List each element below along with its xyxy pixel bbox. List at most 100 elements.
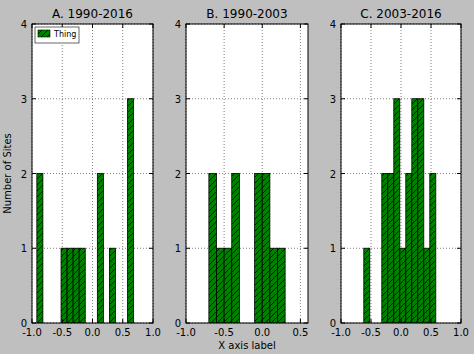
x-tick <box>300 319 301 323</box>
y-tick <box>304 98 308 99</box>
histogram-bar <box>67 248 73 323</box>
panel: -1.0-0.50.00.501234B. 1990-2003X axis la… <box>175 7 309 351</box>
histogram-bar <box>262 174 270 324</box>
y-tick-label: 0 <box>330 318 336 329</box>
plot-frame <box>341 24 461 323</box>
chart-title: C. 2003-2016 <box>360 7 441 21</box>
y-tick-label: 1 <box>330 243 336 254</box>
chart-title: B. 1990-2003 <box>206 7 287 21</box>
x-tick <box>92 319 93 323</box>
grid-line <box>32 248 153 249</box>
histogram-bar <box>406 174 412 324</box>
histogram-bar <box>109 248 115 323</box>
x-tick <box>122 24 123 28</box>
chart-title: A. 1990-2016 <box>52 7 133 21</box>
x-tick-label: 0.0 <box>254 327 270 338</box>
x-axis-label: X axis label <box>218 340 275 351</box>
x-tick <box>32 24 33 28</box>
grid-line <box>32 173 153 174</box>
x-tick <box>431 24 432 28</box>
histogram-bar <box>255 174 263 324</box>
y-tick <box>32 173 36 174</box>
y-tick-label: 1 <box>175 243 181 254</box>
y-tick <box>341 248 345 249</box>
x-tick-label: -0.5 <box>52 327 72 338</box>
histogram-bar <box>232 174 240 324</box>
y-tick <box>341 98 345 99</box>
x-tick <box>224 319 225 323</box>
histogram-bar <box>388 174 394 324</box>
grid-line <box>186 173 308 174</box>
histogram-bar <box>364 248 370 323</box>
y-tick <box>149 323 153 324</box>
histogram-bar <box>424 248 430 323</box>
y-tick-label: 4 <box>330 19 336 30</box>
histogram-bar <box>79 248 85 323</box>
y-tick <box>341 173 345 174</box>
plot-frame <box>32 24 153 323</box>
plot-frame <box>186 24 308 323</box>
x-tick <box>224 24 225 28</box>
histogram-bar <box>73 248 79 323</box>
histogram-bar <box>430 174 436 324</box>
grid-line <box>186 98 308 99</box>
x-tick <box>461 319 462 323</box>
y-tick-label: 0 <box>175 318 181 329</box>
y-tick-label: 4 <box>175 19 181 30</box>
histogram-bar <box>400 248 406 323</box>
y-tick <box>457 24 461 25</box>
grid-line <box>341 98 461 99</box>
y-tick <box>149 173 153 174</box>
y-tick <box>32 24 36 25</box>
histogram-bar <box>37 174 43 324</box>
legend-box <box>35 27 79 43</box>
x-tick <box>92 24 93 28</box>
y-tick <box>457 173 461 174</box>
plot-background <box>341 24 461 323</box>
histogram-bar <box>278 248 286 323</box>
x-tick-label: 1.0 <box>145 327 161 338</box>
x-tick <box>32 319 33 323</box>
figure-background <box>0 0 474 354</box>
legend-label: Thing <box>53 30 76 39</box>
y-tick-label: 0 <box>21 318 27 329</box>
y-tick-label: 3 <box>330 94 336 105</box>
x-tick <box>153 24 154 28</box>
x-tick <box>62 319 63 323</box>
grid-line <box>186 248 308 249</box>
x-tick <box>461 24 462 28</box>
histogram-bar <box>209 174 217 324</box>
x-tick-label: 0.0 <box>85 327 101 338</box>
x-tick <box>371 24 372 28</box>
y-tick <box>304 323 308 324</box>
x-tick <box>371 319 372 323</box>
grid-line <box>32 98 153 99</box>
x-tick <box>186 319 187 323</box>
histogram-bar <box>418 99 424 323</box>
panel: -1.0-0.50.00.51.001234A. 1990-2016Number… <box>2 7 161 338</box>
y-tick <box>186 323 190 324</box>
y-tick-label: 2 <box>21 169 27 180</box>
histogram-bar <box>394 99 400 323</box>
y-tick-label: 3 <box>21 94 27 105</box>
y-tick <box>186 173 190 174</box>
y-tick <box>149 24 153 25</box>
x-tick-label: 0.5 <box>292 327 308 338</box>
plot-background <box>186 24 308 323</box>
y-axis-label: Number of Sites <box>2 133 13 214</box>
y-tick <box>32 98 36 99</box>
histogram-bar <box>412 99 418 323</box>
x-tick <box>431 319 432 323</box>
y-tick <box>304 24 308 25</box>
x-tick-label: 0.0 <box>393 327 409 338</box>
x-tick <box>401 24 402 28</box>
histogram-bar <box>270 248 278 323</box>
y-tick <box>304 248 308 249</box>
y-tick <box>457 98 461 99</box>
histogram-bar <box>97 174 103 324</box>
x-tick <box>186 24 187 28</box>
y-tick <box>186 98 190 99</box>
histogram-bar <box>224 248 232 323</box>
y-tick-label: 3 <box>175 94 181 105</box>
plot-background <box>32 24 153 323</box>
